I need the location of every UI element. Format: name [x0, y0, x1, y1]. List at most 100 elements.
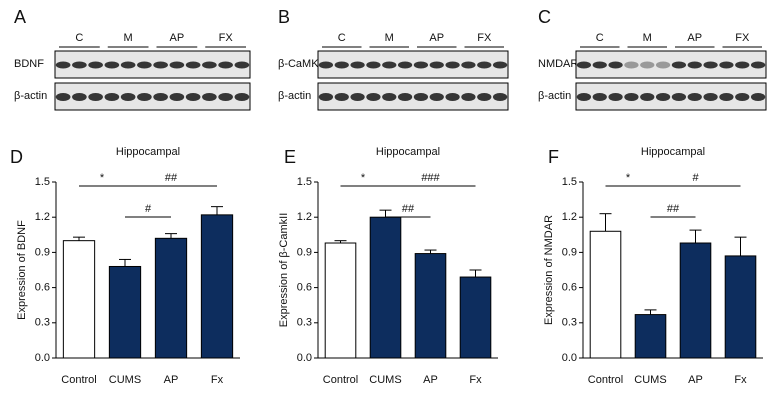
blot-band	[234, 93, 250, 101]
blot-band	[334, 61, 349, 69]
blot-band	[185, 93, 201, 101]
blot-band	[608, 93, 623, 101]
bar	[108, 265, 142, 359]
lane-group-label: M	[124, 32, 133, 44]
panel-letter: E	[284, 147, 296, 167]
x-tick-label: CUMS	[634, 374, 666, 386]
bar	[200, 214, 234, 359]
blot-band	[592, 93, 607, 101]
blot-band	[624, 93, 639, 101]
blot-band	[576, 93, 592, 101]
panel-letter: B	[278, 7, 290, 27]
y-tick-label: 0.3	[35, 317, 50, 329]
blot-band	[137, 61, 152, 69]
blot-band	[104, 61, 120, 69]
y-tick-label: 0.6	[562, 282, 577, 294]
chart-title: Hippocampal	[641, 146, 705, 158]
blot-band	[318, 93, 334, 101]
significance-label: ###	[421, 172, 440, 184]
significance-label: *	[361, 172, 366, 184]
blot-band	[202, 93, 217, 101]
significance-label: #	[692, 172, 699, 184]
y-tick-label: 0.3	[297, 317, 312, 329]
blot-frame	[54, 82, 251, 111]
bar	[324, 242, 357, 359]
blot-band	[687, 61, 702, 69]
bar	[679, 242, 712, 359]
x-tick-label: Control	[588, 374, 623, 386]
blot-band	[234, 61, 250, 69]
blot-band	[397, 93, 413, 101]
blot-band	[350, 61, 365, 69]
y-tick-label: 1.2	[562, 211, 577, 223]
x-tick-label: Fx	[734, 374, 747, 386]
blot-band	[169, 61, 185, 69]
blot-band	[55, 93, 71, 101]
blot-band	[366, 61, 381, 69]
y-axis-label: Expression of NMDAR	[543, 215, 555, 325]
blot-band	[137, 93, 152, 101]
bar	[62, 240, 96, 359]
blot-band	[735, 61, 750, 69]
x-tick-label: Control	[61, 374, 96, 386]
blot-band	[624, 61, 639, 69]
blot-row-label: NMDAR	[538, 58, 578, 70]
y-tick-label: 0.0	[562, 352, 577, 364]
blot-band	[461, 93, 476, 101]
blot-row-label: β-actin	[538, 90, 571, 102]
lane-group-label: C	[596, 32, 604, 44]
blot-band	[492, 61, 508, 69]
blot-frame	[575, 82, 767, 111]
x-tick-label: CUMS	[369, 374, 401, 386]
blot-band	[592, 61, 607, 69]
panel-letter: A	[14, 7, 26, 27]
x-tick-label: Control	[323, 374, 358, 386]
significance-label: *	[626, 172, 631, 184]
blot-band	[492, 93, 508, 101]
panel-letter: C	[538, 7, 551, 27]
blot-band	[318, 61, 334, 69]
lane-group-label: C	[75, 32, 83, 44]
blot-band	[719, 61, 734, 69]
lane-group-label: M	[385, 32, 394, 44]
blot-band	[703, 93, 718, 101]
significance-label: *	[100, 172, 105, 184]
blot-band	[88, 61, 103, 69]
blot-band	[429, 61, 444, 69]
y-tick-label: 0.3	[562, 317, 577, 329]
x-tick-label: Fx	[211, 374, 224, 386]
lane-group-label: FX	[219, 32, 234, 44]
y-tick-label: 0.9	[297, 246, 312, 258]
blot-band	[382, 61, 397, 69]
blot-band	[88, 93, 103, 101]
y-tick-label: 0.6	[35, 282, 50, 294]
lane-group-label: FX	[477, 32, 492, 44]
blot-band	[655, 61, 671, 69]
blot-band	[202, 61, 217, 69]
blot-band	[120, 61, 136, 69]
blot-frame	[317, 82, 509, 111]
blot-band	[445, 61, 460, 69]
blot-band	[703, 61, 718, 69]
y-tick-label: 1.5	[35, 176, 50, 188]
blot-band	[169, 93, 185, 101]
blot-band	[671, 61, 687, 69]
blot-band	[640, 61, 655, 69]
blot-band	[218, 61, 233, 69]
x-tick-label: Fx	[469, 374, 482, 386]
chart-title: Hippocampal	[116, 146, 180, 158]
y-tick-label: 0.9	[35, 246, 50, 258]
blot-band	[608, 61, 623, 69]
blot-band	[218, 93, 233, 101]
bar	[724, 255, 757, 359]
blot-frame	[54, 50, 251, 79]
blot-band	[687, 93, 702, 101]
y-axis-label: Expression of BDNF	[16, 220, 28, 320]
bar	[589, 230, 622, 359]
lane-group-label: C	[338, 32, 346, 44]
significance-label: ##	[165, 172, 178, 184]
blot-band	[153, 61, 168, 69]
blot-band	[750, 61, 766, 69]
